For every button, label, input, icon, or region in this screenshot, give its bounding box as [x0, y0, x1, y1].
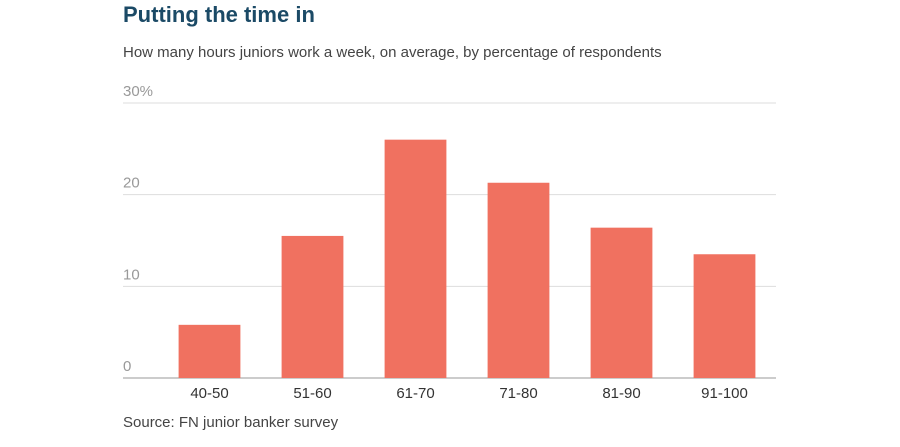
bar [693, 254, 756, 378]
x-tick-label: 91-100 [701, 385, 748, 402]
bar [384, 139, 447, 378]
x-tick-label: 81-90 [602, 385, 640, 402]
source-note: Source: FN junior banker survey [123, 414, 339, 431]
y-tick-label: 20 [123, 175, 140, 192]
bar [178, 324, 241, 378]
bar [590, 227, 653, 378]
bar [281, 235, 344, 378]
chart-title: Putting the time in [123, 2, 315, 27]
x-tick-label: 61-70 [396, 385, 434, 402]
y-tick-label: 0 [123, 358, 131, 375]
x-tick-label: 51-60 [293, 385, 331, 402]
x-tick-label: 40-50 [190, 385, 228, 402]
chart-subtitle: How many hours juniors work a week, on a… [123, 44, 662, 61]
bar [487, 182, 550, 378]
x-tick-label: 71-80 [499, 385, 537, 402]
y-tick-label: 30% [123, 83, 153, 100]
y-tick-label: 10 [123, 266, 140, 283]
